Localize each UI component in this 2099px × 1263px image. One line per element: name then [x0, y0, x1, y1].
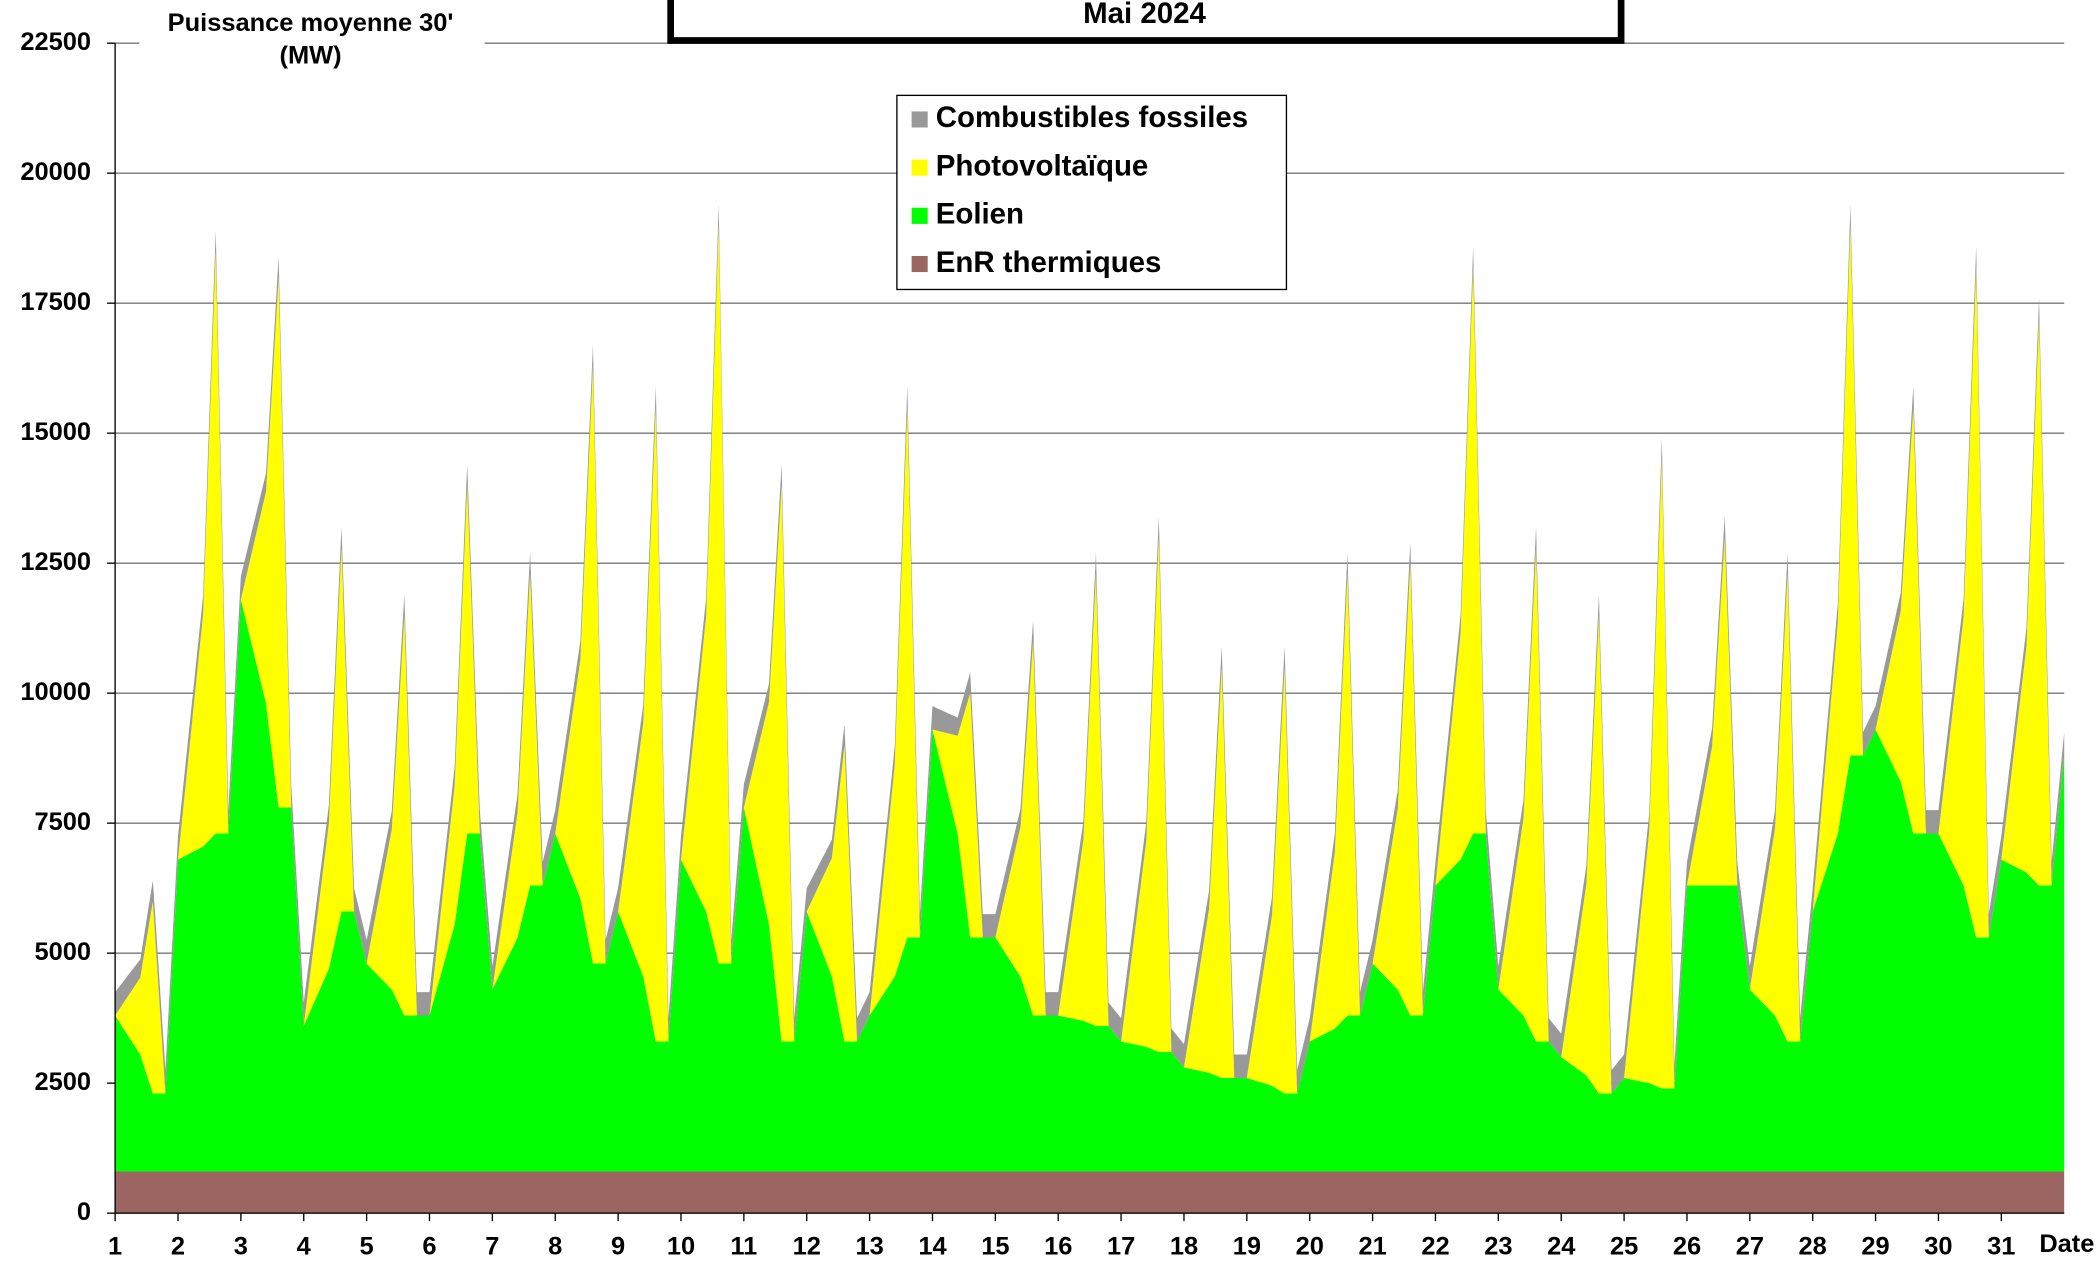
legend: [896, 94, 1288, 291]
chart-title: Mai 2024: [1083, 0, 1206, 30]
x-tick-label: 11: [730, 1233, 757, 1261]
y-label-background: [139, 0, 485, 76]
area: [115, 599, 2065, 1172]
axes: 0250050007500100001250015000175002000022…: [20, 28, 2065, 1261]
x-tick-label: 30: [1924, 1233, 1952, 1261]
legend-swatch: [911, 207, 928, 224]
x-tick-label: 7: [485, 1233, 499, 1261]
y-tick-label: 5000: [34, 938, 91, 966]
x-tick-label: 5: [360, 1233, 374, 1261]
x-tick-label: 3: [234, 1233, 248, 1261]
area: [115, 1171, 2065, 1214]
x-tick-label: 25: [1610, 1233, 1638, 1261]
legend-label: Eolien: [936, 198, 1024, 231]
x-tick-label: 21: [1358, 1233, 1386, 1261]
x-tick-label: 13: [855, 1233, 883, 1261]
y-tick-label: 10000: [20, 678, 91, 706]
x-tick-label: 29: [1861, 1233, 1889, 1261]
x-tick-label: 27: [1736, 1233, 1764, 1261]
legend-swatch: [911, 111, 928, 128]
x-tick-label: 4: [297, 1233, 311, 1261]
x-tick-label: 23: [1484, 1233, 1512, 1261]
x-axis-label: Date: [2039, 1230, 2094, 1258]
y-tick-label: 0: [77, 1198, 91, 1226]
legend-label: Photovoltaïque: [936, 149, 1149, 182]
legend-label: EnR thermiques: [936, 246, 1162, 279]
areas: [115, 204, 2065, 1214]
area: [115, 225, 2065, 1094]
legend-label: Combustibles fossiles: [936, 101, 1248, 134]
x-tick-label: 14: [918, 1233, 946, 1261]
legend-swatch: [911, 256, 928, 273]
y-tick-label: 22500: [20, 28, 91, 56]
x-tick-label: 12: [793, 1233, 821, 1261]
x-tick-label: 26: [1673, 1233, 1701, 1261]
x-tick-label: 16: [1044, 1233, 1072, 1261]
x-tick-label: 28: [1799, 1233, 1827, 1261]
x-tick-label: 17: [1107, 1233, 1135, 1261]
x-tick-label: 2: [171, 1233, 185, 1261]
y-tick-label: 20000: [20, 158, 91, 186]
y-tick-label: 17500: [20, 288, 91, 316]
y-tick-label: 2500: [34, 1068, 91, 1096]
title-box: [667, 0, 1625, 44]
x-tick-label: 19: [1233, 1233, 1261, 1261]
x-tick-label: 24: [1547, 1233, 1575, 1261]
x-tick-label: 22: [1421, 1233, 1449, 1261]
x-tick-label: 31: [1987, 1233, 2015, 1261]
x-tick-label: 10: [667, 1233, 695, 1261]
legend-items: Combustibles fossiles Photovoltaïque Eolie…: [911, 101, 1248, 279]
x-tick-label: 6: [422, 1233, 436, 1261]
y-tick-label: 12500: [20, 548, 91, 576]
y-tick-label: 15000: [20, 418, 91, 446]
y-axis-label: (MW): [280, 41, 342, 69]
x-tick-label: 18: [1170, 1233, 1198, 1261]
y-axis-label: Puissance moyenne 30': [168, 9, 454, 37]
y-tick-label: 7500: [34, 808, 91, 836]
x-tick-label: 9: [611, 1233, 625, 1261]
legend-swatch: [911, 159, 928, 176]
x-tick-label: 1: [108, 1233, 122, 1261]
x-tick-label: 15: [981, 1233, 1009, 1261]
x-tick-label: 8: [548, 1233, 562, 1261]
x-tick-label: 20: [1296, 1233, 1324, 1261]
